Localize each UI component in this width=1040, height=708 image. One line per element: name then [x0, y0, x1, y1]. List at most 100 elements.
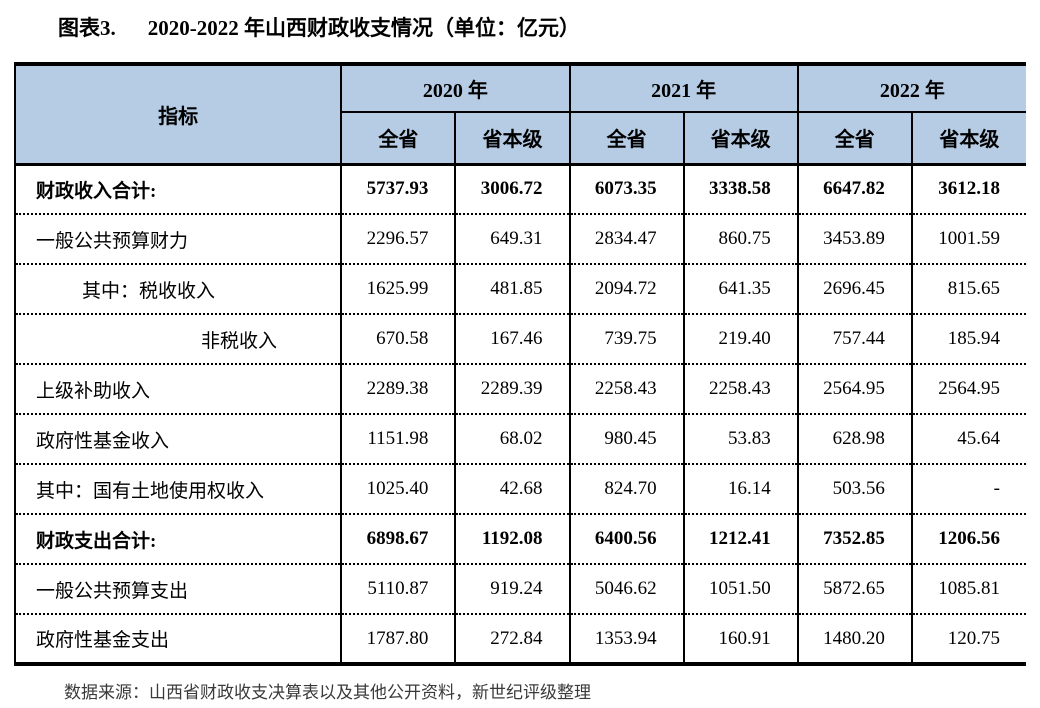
row-label: 其中：税收收入 [15, 264, 343, 315]
value-cell: 16.14 [683, 464, 799, 515]
value-cell: 5110.87 [341, 564, 457, 615]
chart-title-text: 2020-2022 年山西财政收支情况（单位：亿元） [147, 16, 580, 40]
value-cell: 3612.18 [911, 164, 1026, 215]
value-cell: 3006.72 [455, 164, 571, 215]
row-label: 财政收入合计: [15, 164, 343, 215]
value-cell: 42.68 [455, 464, 571, 515]
value-cell: 2696.45 [797, 264, 913, 315]
row-label: 一般公共预算财力 [15, 214, 343, 265]
value-cell: 2289.38 [341, 364, 457, 415]
value-cell: 2834.47 [569, 214, 685, 265]
value-cell: 6647.82 [797, 164, 913, 215]
value-cell: 2094.72 [569, 264, 685, 315]
value-cell: 1206.56 [911, 514, 1026, 565]
value-cell: 6400.56 [569, 514, 685, 565]
value-cell: 1001.59 [911, 214, 1026, 265]
value-cell: 815.65 [911, 264, 1026, 315]
value-cell: 641.35 [683, 264, 799, 315]
fiscal-table: 指标 2020 年 2021 年 2022 年 全省 省本级 全省 省本级 全省… [13, 62, 1026, 666]
value-cell: 1480.20 [797, 614, 913, 665]
header-row-scope: 全省 省本级 全省 省本级 全省 省本级 [15, 111, 1026, 166]
table-row: 财政收入合计: 5737.93 3006.72 6073.35 3338.58 6647.… [15, 164, 1026, 215]
value-cell: 860.75 [683, 214, 799, 265]
value-cell: 2564.95 [797, 364, 913, 415]
table-row: 财政支出合计: 6898.67 1192.08 6400.56 1212.41 7352.… [15, 514, 1026, 565]
value-cell: 1051.50 [683, 564, 799, 615]
header-province-total-2021: 全省 [568, 111, 685, 166]
chart-title-label: 图表3. [58, 16, 116, 40]
value-cell: 7352.85 [797, 514, 913, 565]
header-indicator: 指标 [13, 63, 343, 166]
table-row: 其中：税收收入 1625.99 481.85 2094.72 641.35 2696.45… [15, 264, 1026, 315]
value-cell: 2296.57 [341, 214, 457, 265]
value-cell: 757.44 [797, 314, 913, 365]
value-cell: 649.31 [455, 214, 571, 265]
table-body: 财政收入合计: 5737.93 3006.72 6073.35 3338.58 6647.… [15, 164, 1026, 665]
value-cell: 1025.40 [341, 464, 457, 515]
value-cell: 1151.98 [341, 414, 457, 465]
header-province-level-2022: 省本级 [910, 111, 1026, 166]
value-cell: 2289.39 [455, 364, 571, 415]
value-cell: 5872.65 [797, 564, 913, 615]
value-cell: 670.58 [341, 314, 457, 365]
value-cell: 272.84 [455, 614, 571, 665]
chart-title: 图表3. 2020-2022 年山西财政收支情况（单位：亿元） [58, 14, 1040, 42]
value-cell: 1625.99 [341, 264, 457, 315]
value-cell: - [911, 464, 1026, 515]
value-cell: 167.46 [455, 314, 571, 365]
value-cell: 6898.67 [341, 514, 457, 565]
table-row: 政府性基金收入 1151.98 68.02 980.45 53.83 628.98 45.6… [15, 414, 1026, 465]
table-row: 其中：国有土地使用权收入 1025.40 42.68 824.70 16.14 503.5… [15, 464, 1026, 515]
header-province-level-2021: 省本级 [682, 111, 799, 166]
value-cell: 3453.89 [797, 214, 913, 265]
table-header: 指标 2020 年 2021 年 2022 年 全省 省本级 全省 省本级 全省… [13, 63, 1026, 166]
row-label: 其中：国有土地使用权收入 [15, 464, 343, 515]
row-label: 财政支出合计: [15, 514, 343, 565]
value-cell: 1192.08 [455, 514, 571, 565]
value-cell: 1212.41 [683, 514, 799, 565]
table-row: 一般公共预算支出 5110.87 919.24 5046.62 1051.50 5872.… [15, 564, 1026, 615]
value-cell: 1353.94 [569, 614, 685, 665]
value-cell: 503.56 [797, 464, 913, 515]
row-label: 上级补助收入 [15, 364, 343, 415]
value-cell: 919.24 [455, 564, 571, 615]
value-cell: 53.83 [683, 414, 799, 465]
value-cell: 628.98 [797, 414, 913, 465]
table-row: 上级补助收入 2289.38 2289.39 2258.43 2258.43 2564.9… [15, 364, 1026, 415]
row-label: 政府性基金支出 [15, 614, 343, 665]
value-cell: 5737.93 [341, 164, 457, 215]
value-cell: 2258.43 [683, 364, 799, 415]
row-label: 政府性基金收入 [15, 414, 343, 465]
value-cell: 739.75 [569, 314, 685, 365]
header-year-2022: 2022 年 [796, 63, 1026, 113]
value-cell: 5046.62 [569, 564, 685, 615]
header-province-level-2020: 省本级 [454, 111, 571, 166]
value-cell: 1787.80 [341, 614, 457, 665]
value-cell: 980.45 [569, 414, 685, 465]
value-cell: 2258.43 [569, 364, 685, 415]
table-row: 一般公共预算财力 2296.57 649.31 2834.47 860.75 3453.8… [15, 214, 1026, 265]
value-cell: 185.94 [911, 314, 1026, 365]
value-cell: 6073.35 [569, 164, 685, 215]
header-year-2020: 2020 年 [340, 63, 571, 113]
header-province-total-2020: 全省 [340, 111, 457, 166]
value-cell: 1085.81 [911, 564, 1026, 615]
row-label: 一般公共预算支出 [15, 564, 343, 615]
row-label: 非税收入 [15, 314, 343, 365]
data-source-note: 数据来源：山西省财政收支决算表以及其他公开资料，新世纪评级整理 [64, 683, 591, 702]
table-row: 非税收入 670.58 167.46 739.75 219.40 757.44 185.94 [15, 314, 1026, 365]
value-cell: 45.64 [911, 414, 1026, 465]
value-cell: 68.02 [455, 414, 571, 465]
value-cell: 824.70 [569, 464, 685, 515]
value-cell: 219.40 [683, 314, 799, 365]
header-year-2021: 2021 年 [568, 63, 799, 113]
value-cell: 2564.95 [911, 364, 1026, 415]
value-cell: 160.91 [683, 614, 799, 665]
value-cell: 3338.58 [683, 164, 799, 215]
value-cell: 120.75 [911, 614, 1026, 665]
header-row-years: 指标 2020 年 2021 年 2022 年 [13, 63, 1026, 166]
table-row: 政府性基金支出 1787.80 272.84 1353.94 160.91 1480.20… [15, 614, 1026, 665]
header-province-total-2022: 全省 [796, 111, 913, 166]
value-cell: 481.85 [455, 264, 571, 315]
